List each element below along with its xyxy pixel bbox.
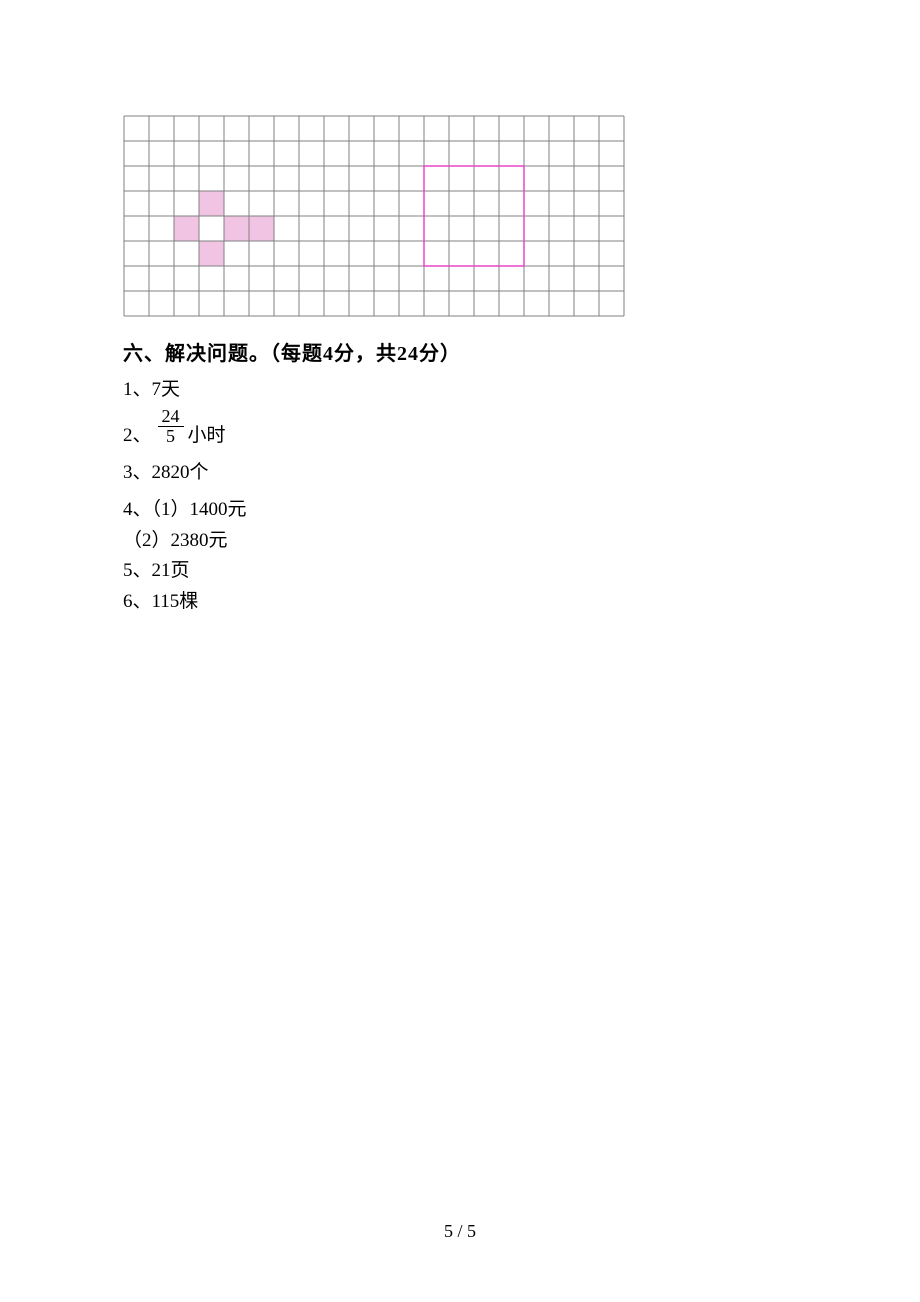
answer-4a: 4、（1）1400元: [123, 498, 920, 523]
answer-3: 3、2820个: [123, 461, 920, 486]
fraction-denominator: 5: [162, 427, 179, 447]
answer-4b: （2）2380元: [123, 529, 920, 554]
fraction-numerator: 24: [158, 407, 184, 428]
answer-1: 1、7天: [123, 378, 920, 403]
answer-5: 5、21页: [123, 559, 920, 584]
fraction: 24 5: [158, 407, 184, 448]
answer-2-suffix: 小时: [188, 420, 226, 449]
grid-diagram: [123, 115, 627, 315]
page-number: 5 / 5: [0, 1221, 920, 1242]
answer-2: 2、 24 5 小时: [123, 409, 920, 450]
answer-2-prefix: 2、: [123, 420, 152, 449]
section-title: 六、解决问题。（每题4分，共24分）: [123, 337, 920, 366]
answer-6: 6、115棵: [123, 590, 920, 615]
